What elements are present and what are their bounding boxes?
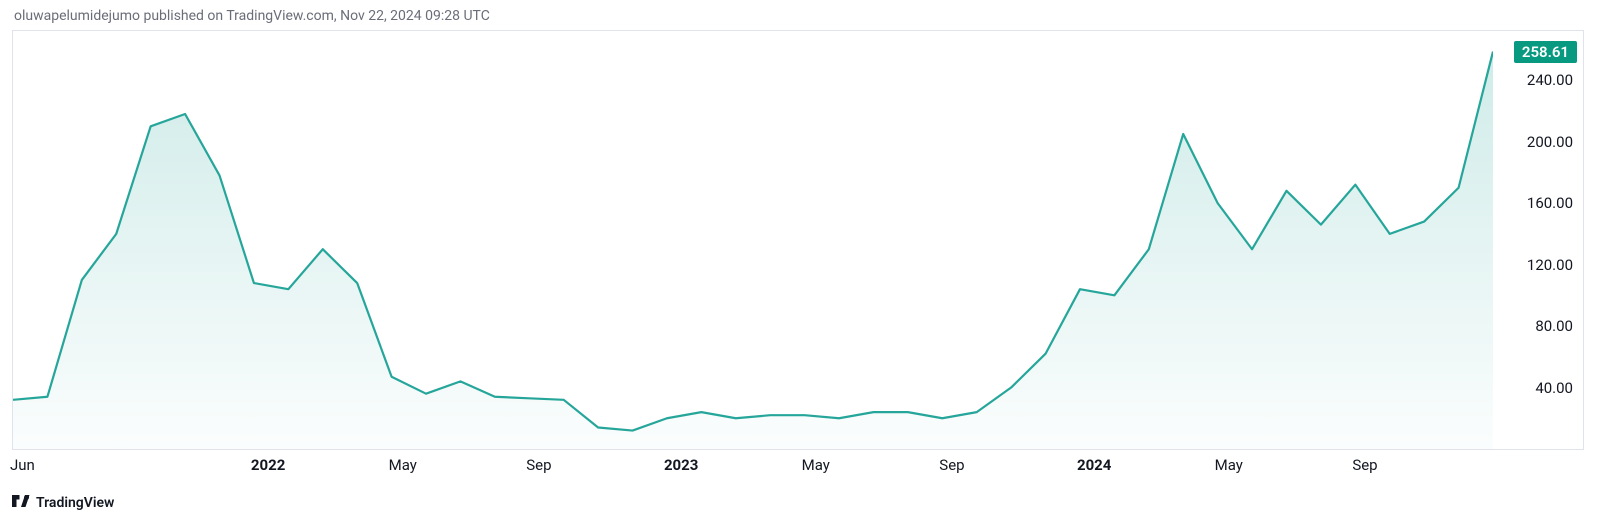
publish-caption: oluwapelumidejumo published on TradingVi…	[12, 8, 1584, 24]
y-tick-label: 40.00	[1535, 379, 1573, 397]
x-axis: Jun 2022 May Sep 2023 May Sep 2024 May Sep	[12, 450, 1584, 482]
x-tick-label: May	[802, 456, 830, 474]
x-tick-label: 2023	[664, 456, 698, 474]
y-tick-label: 80.00	[1535, 317, 1573, 335]
x-tick-label: Sep	[1352, 456, 1377, 474]
chart-frame[interactable]: 40.00 80.00 120.00 160.00 200.00 240.00 258.61	[12, 30, 1584, 450]
tradingview-logo-icon	[12, 494, 30, 512]
x-tick-label: 2022	[251, 456, 285, 474]
y-tick-label: 120.00	[1527, 256, 1573, 274]
x-tick-label: Jun	[10, 456, 35, 474]
x-tick-label: Sep	[939, 456, 964, 474]
y-tick-label: 240.00	[1527, 71, 1573, 89]
x-tick-label: May	[1215, 456, 1243, 474]
area-line-chart	[13, 31, 1493, 449]
chart-container: oluwapelumidejumo published on TradingVi…	[0, 0, 1600, 522]
x-tick-label: 2024	[1077, 456, 1111, 474]
y-axis: 40.00 80.00 120.00 160.00 200.00 240.00 258.61	[1493, 31, 1583, 449]
current-price-tag: 258.61	[1514, 41, 1577, 63]
tradingview-brand-text: TradingView	[36, 495, 114, 511]
y-tick-label: 160.00	[1527, 194, 1573, 212]
tradingview-brand: TradingView	[12, 494, 1584, 512]
x-tick-label: May	[389, 456, 417, 474]
plot-area[interactable]	[13, 31, 1493, 449]
x-tick-label: Sep	[526, 456, 551, 474]
y-tick-label: 200.00	[1527, 133, 1573, 151]
